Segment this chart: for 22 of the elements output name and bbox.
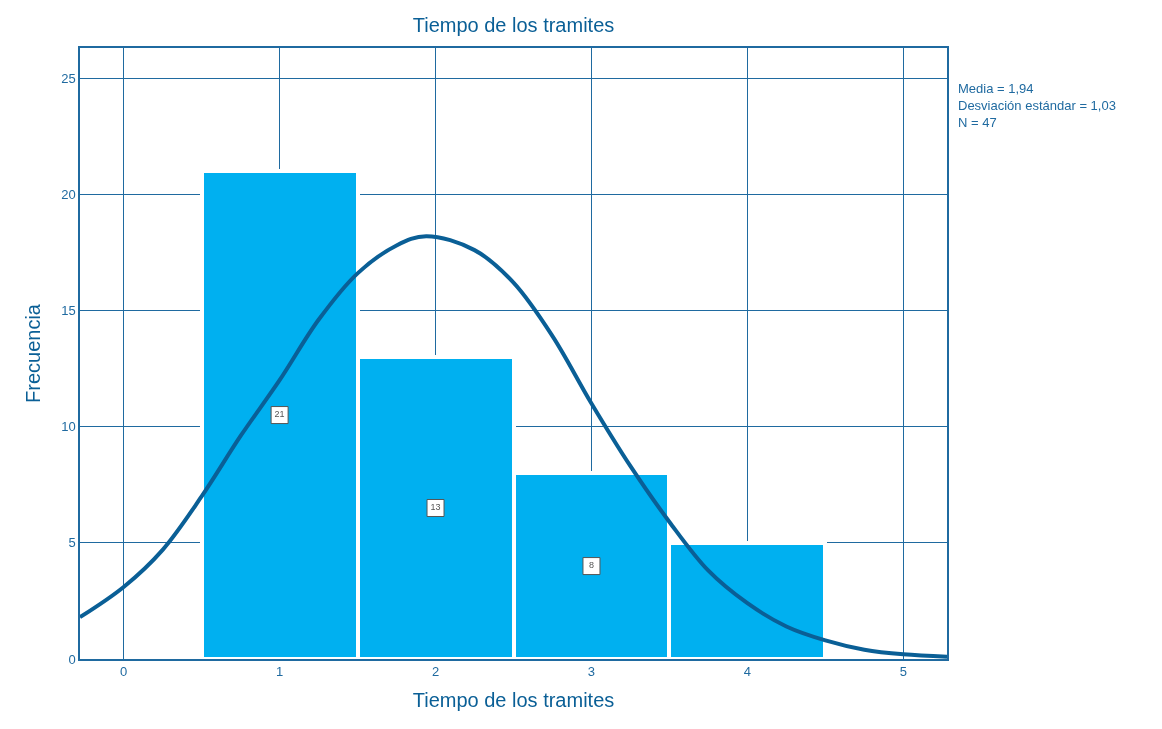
text: Media = 1,94 [958, 81, 1034, 96]
x-tick-label: 0 [120, 664, 128, 680]
data-label: 13 [430, 502, 441, 513]
x-axis-title: Tiempo de los tramites [412, 689, 615, 712]
line-series [80, 234, 947, 659]
data-label: 8 [588, 560, 594, 571]
y-tick-label: 5 [68, 535, 76, 551]
chart-title: Tiempo de los tramites [412, 14, 615, 37]
text: Desviación estándar = 1,03 [958, 98, 1116, 113]
y-tick-label: 15 [61, 303, 76, 319]
y-tick-label: 25 [61, 70, 76, 86]
x-tick-label: 3 [587, 664, 596, 680]
x-tick-label: 1 [275, 664, 284, 680]
y-tick-label: 20 [61, 186, 76, 202]
x-tick-label: 2 [431, 664, 440, 680]
y-tick-label: 10 [61, 419, 76, 435]
y-tick-label: 0 [68, 651, 76, 667]
data-label: 21 [274, 409, 285, 420]
x-tick-label: 5 [899, 664, 907, 680]
y-axis-title: Frecuencia [22, 303, 45, 403]
text: N = 47 [958, 115, 997, 130]
x-tick-label: 4 [743, 664, 752, 680]
